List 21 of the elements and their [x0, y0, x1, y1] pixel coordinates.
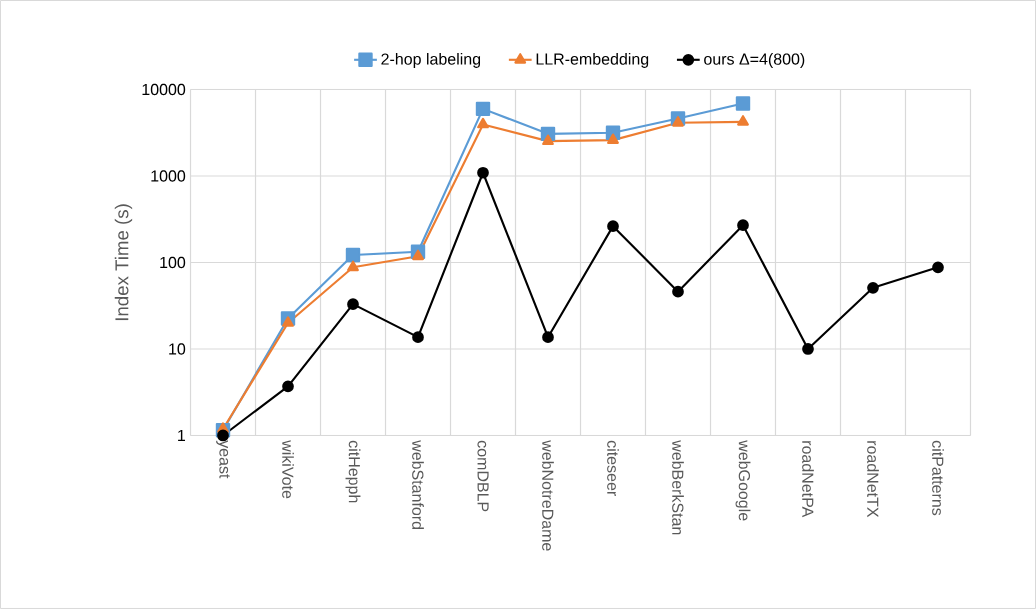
y-tick-label: 10 [169, 343, 186, 355]
y-axis-title: Index Time (s) [114, 204, 133, 321]
x-tick-label: webGoogle [735, 440, 751, 521]
x-tick-label: webBerkStan [672, 440, 684, 535]
y-tick-label: 100 [160, 256, 186, 269]
x-tick-label: roadNetPA [802, 441, 814, 518]
y-tick-label: 1000 [151, 170, 186, 182]
x-tick-label: citeseer [607, 440, 619, 496]
x-tick-label: webNotreDame [542, 440, 554, 551]
legend-label: LLR-embedding [536, 53, 649, 68]
x-tick-label: comDBLP [477, 440, 489, 512]
x-tick-label: roadNetTX [867, 441, 879, 518]
legend-label: 2-hop labeling [381, 53, 481, 68]
legend-label: ours Δ=4(800) [704, 53, 805, 68]
y-tick-label: 1 [178, 429, 186, 441]
x-tick-label: wikiVote [282, 440, 294, 499]
y-tick-label: 10000 [142, 83, 186, 96]
x-tick-label: citHepph [345, 440, 361, 503]
x-tick-label: yeast [216, 440, 230, 479]
x-tick-label: webStanford [412, 440, 424, 529]
x-tick-label: citPatterns [932, 440, 944, 516]
